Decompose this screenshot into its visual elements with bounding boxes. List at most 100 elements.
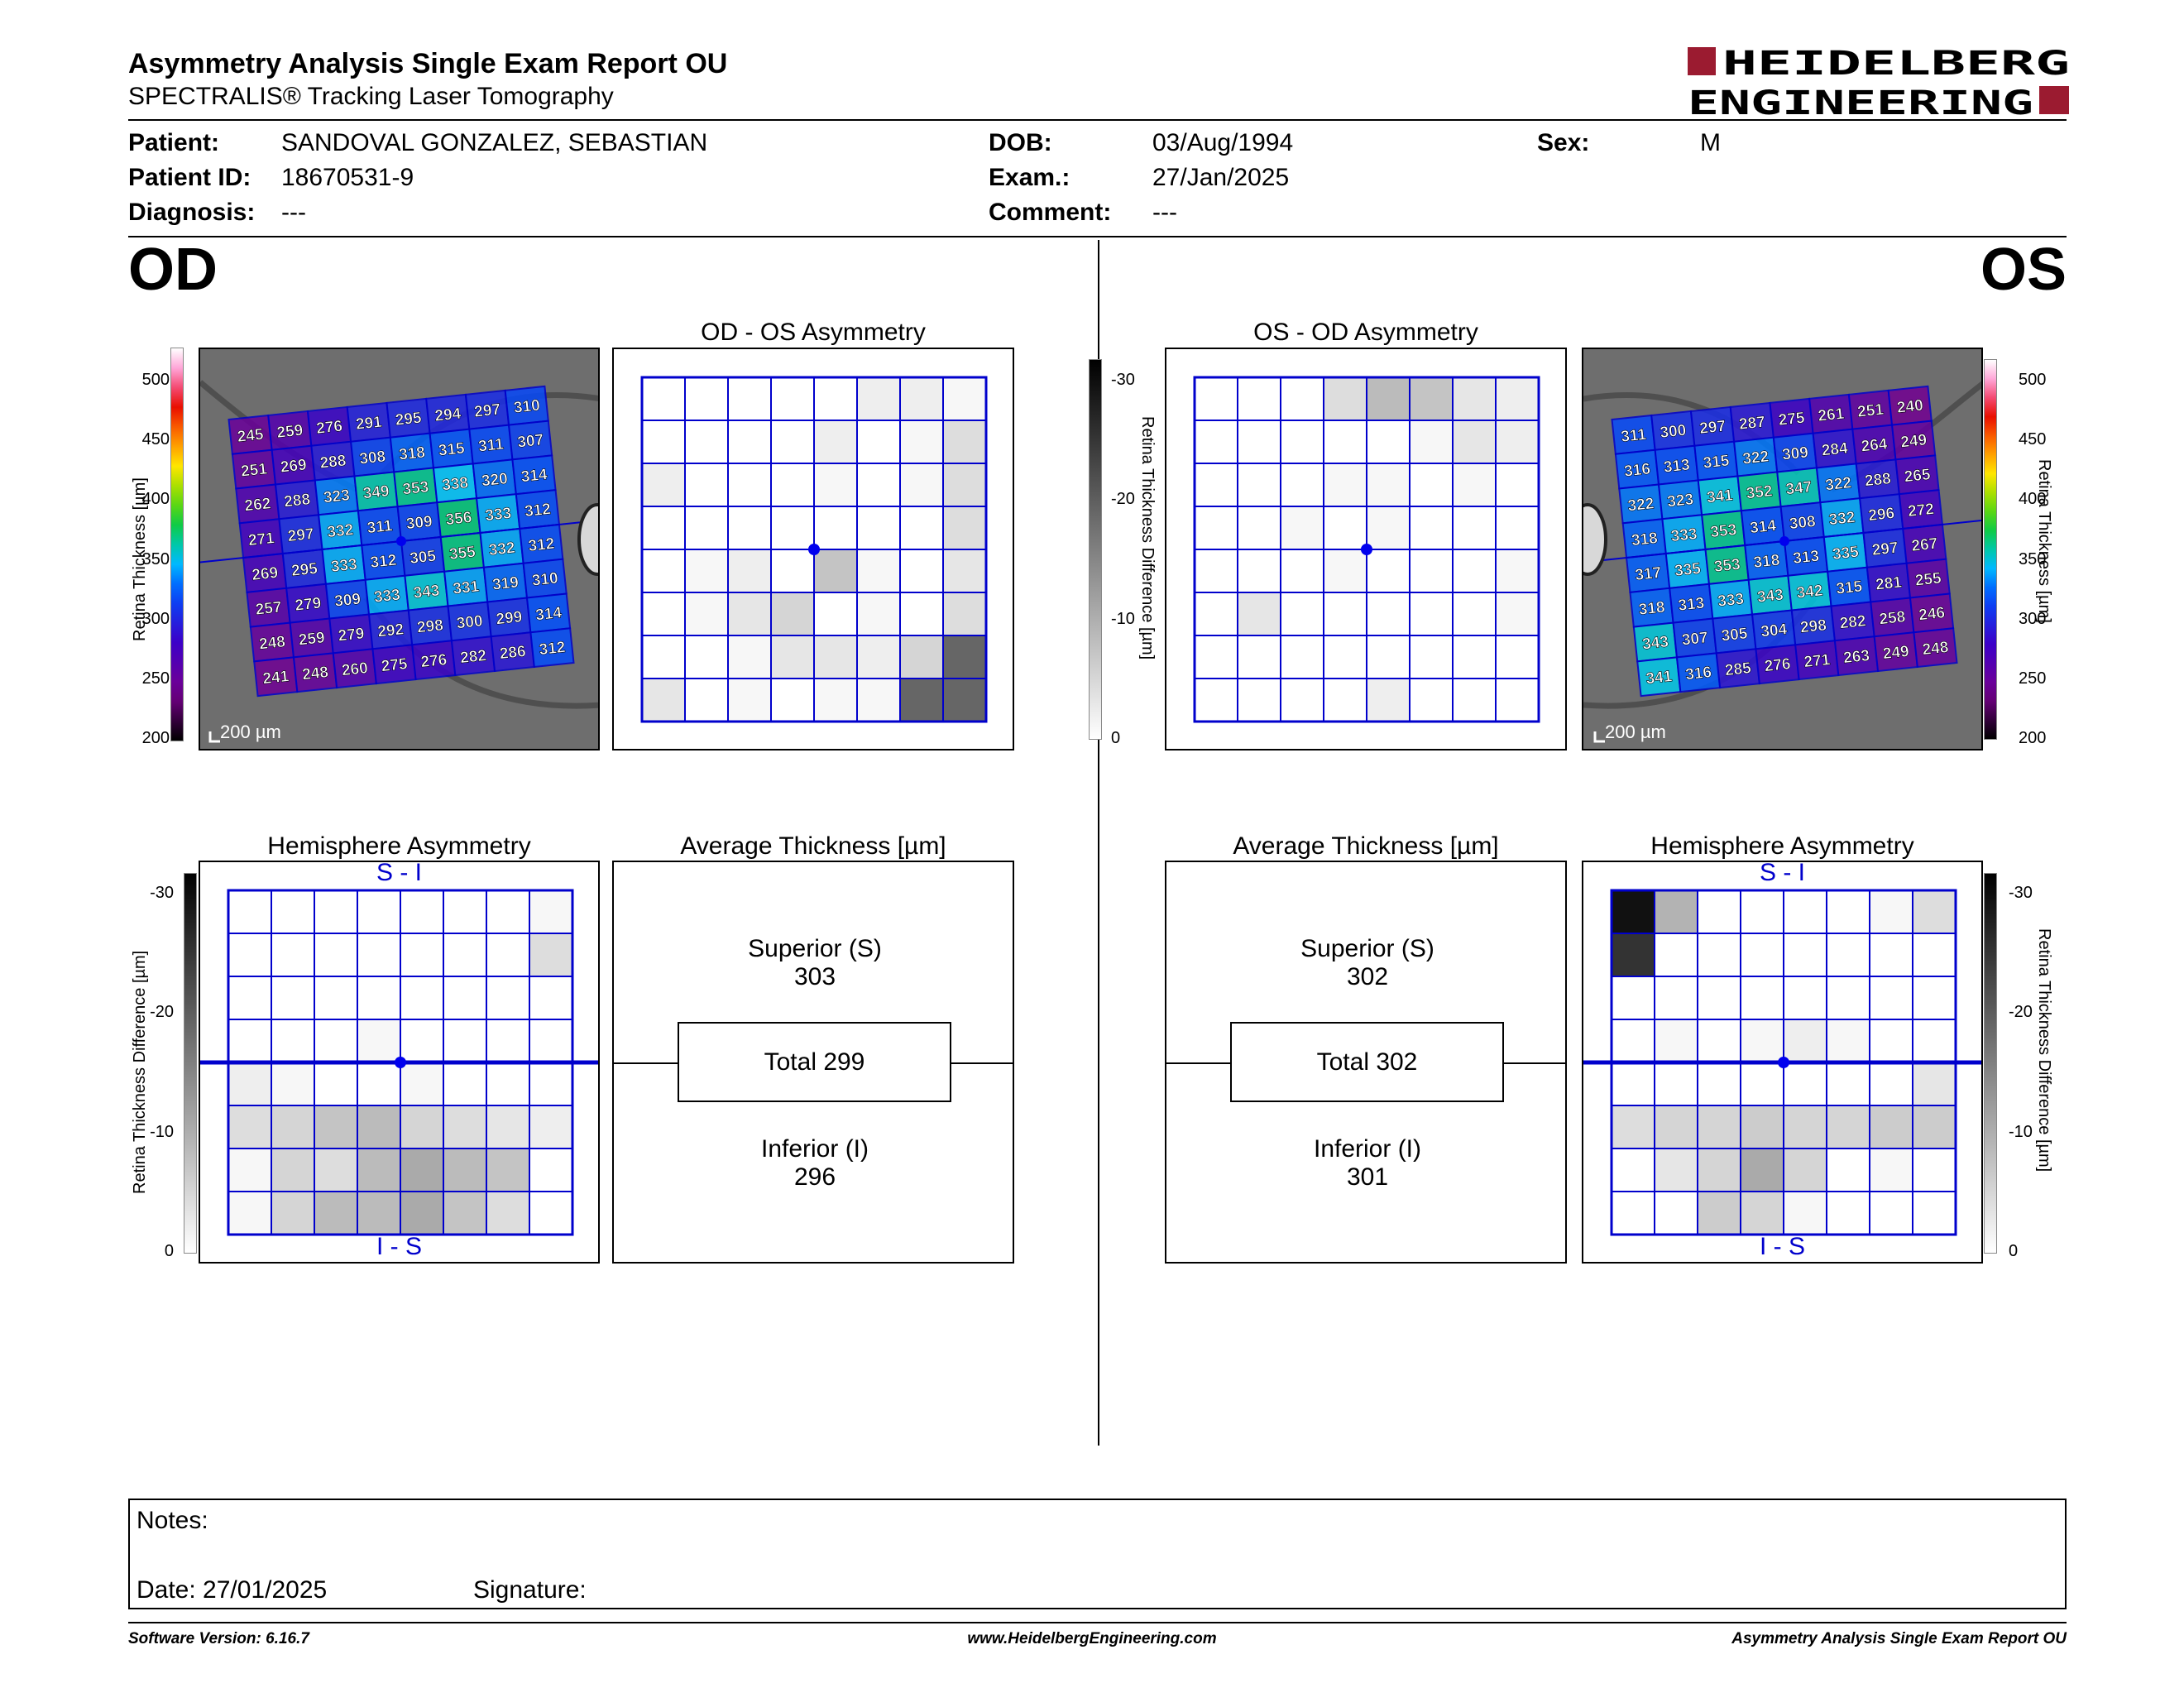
grid-cell <box>942 506 987 550</box>
thickness-value: 297 <box>473 401 501 421</box>
grid-cell <box>942 678 987 722</box>
thickness-value: 294 <box>434 405 462 425</box>
grid-cell <box>1452 420 1497 464</box>
thickness-value: 264 <box>1861 435 1889 455</box>
grid-cell <box>1237 463 1281 507</box>
grid-cell <box>1611 1191 1655 1235</box>
thickness-value: 305 <box>409 548 437 568</box>
grid-cell <box>443 976 487 1020</box>
grid-cell <box>228 1019 272 1063</box>
grid-cell <box>1194 506 1238 550</box>
grid-cell <box>1366 376 1410 421</box>
grid-cell <box>684 678 729 722</box>
grid-cell <box>1280 592 1324 636</box>
axis-tick-label: 250 <box>2019 669 2047 688</box>
grid-cell <box>770 463 815 507</box>
grid-cell <box>1452 635 1497 679</box>
grid-cell <box>1495 635 1540 679</box>
scale-bar-label: 200 µm <box>220 722 281 742</box>
grid-cell <box>1366 635 1410 679</box>
thickness-value: 269 <box>251 564 279 584</box>
grid-cell <box>813 463 858 507</box>
grid-cell <box>1869 1148 1913 1192</box>
grid-cell <box>1740 1191 1784 1235</box>
grid-cell <box>1869 890 1913 934</box>
os-superior-label: Superior (S) <box>1300 935 1434 962</box>
grid-cell <box>1323 376 1367 421</box>
thickness-value: 276 <box>315 418 343 438</box>
thickness-value: 318 <box>1753 552 1781 572</box>
footer-software-version: Software Version: 6.16.7 <box>128 1630 309 1647</box>
thickness-value: 349 <box>362 482 390 502</box>
grid-cell <box>1697 1148 1741 1192</box>
grid-cell <box>727 376 772 421</box>
thickness-value: 309 <box>405 513 433 533</box>
notes-box[interactable]: Notes: Date: 27/01/2025 Signature: <box>128 1499 2067 1609</box>
grid-cell <box>1654 1105 1698 1149</box>
os-average-title: Average Thickness [µm] <box>1233 832 1499 860</box>
grid-cell <box>1280 635 1324 679</box>
grid-cell <box>1237 678 1281 722</box>
grid-cell <box>228 1148 272 1192</box>
thickness-value: 322 <box>1824 474 1852 494</box>
thickness-value: 262 <box>244 495 272 515</box>
thickness-value: 311 <box>1620 426 1647 446</box>
sex-label: Sex: <box>1537 129 1590 156</box>
grid-cell <box>641 376 686 421</box>
thickness-value: 275 <box>381 655 409 675</box>
grid-cell <box>1869 933 1913 977</box>
os-thickness-axis-title: Retina Thickness [µm] <box>2035 459 2053 623</box>
thickness-value: 355 <box>448 544 477 563</box>
axis-tick-label: -10 <box>1111 609 1135 628</box>
grid-cell <box>1869 1019 1913 1063</box>
grid-cell <box>1697 890 1741 934</box>
grid-cell <box>271 1191 315 1235</box>
thickness-value: 276 <box>1764 655 1792 675</box>
grid-cell <box>486 1062 530 1106</box>
axis-tick-label: -20 <box>150 1003 174 1022</box>
grid-cell <box>1611 933 1655 977</box>
thickness-value: 312 <box>528 535 556 555</box>
axis-tick-label: -20 <box>2009 1003 2033 1022</box>
thickness-value: 261 <box>1818 405 1846 425</box>
grid-cell <box>400 933 444 977</box>
thickness-value: 314 <box>520 466 548 486</box>
grid-cell <box>1280 678 1324 722</box>
grid-cell <box>899 420 944 464</box>
grid-cell <box>684 376 729 421</box>
thickness-value: 341 <box>1645 668 1674 688</box>
thickness-value: 315 <box>1703 452 1731 472</box>
grid-cell <box>314 1105 358 1149</box>
grid-cell <box>727 635 772 679</box>
report-title: Asymmetry Analysis Single Exam Report OU <box>128 48 728 79</box>
grid-cell <box>1740 1019 1784 1063</box>
od-hemi-top-label: S - I <box>376 859 422 886</box>
thickness-value: 297 <box>1698 418 1727 438</box>
grid-cell <box>942 420 987 464</box>
thickness-value: 255 <box>1914 569 1942 589</box>
thickness-value: 300 <box>1660 422 1688 442</box>
grid-cell <box>1912 1191 1956 1235</box>
axis-tick-label: 500 <box>2019 371 2047 389</box>
fovea-marker <box>1778 1057 1789 1068</box>
thickness-value: 275 <box>1778 410 1806 429</box>
thickness-value: 298 <box>1799 616 1827 636</box>
grid-cell <box>314 1019 358 1063</box>
grid-cell <box>1280 420 1324 464</box>
thickness-value: 343 <box>1641 633 1669 653</box>
grid-cell <box>1237 592 1281 636</box>
thickness-value: 282 <box>459 647 487 667</box>
grid-cell <box>357 1148 401 1192</box>
grid-cell <box>899 549 944 593</box>
thickness-value: 322 <box>1627 495 1655 515</box>
thickness-value: 284 <box>1821 439 1849 459</box>
grid-cell <box>1237 420 1281 464</box>
grid-cell <box>1495 506 1540 550</box>
thickness-value: 281 <box>1875 573 1903 593</box>
grid-cell <box>1783 976 1827 1020</box>
od-eye-label: OD <box>128 237 218 303</box>
os-asymmetry-title: OS - OD Asymmetry <box>1253 319 1478 346</box>
grid-cell <box>443 933 487 977</box>
grid-cell <box>856 420 901 464</box>
grid-cell <box>1654 890 1698 934</box>
